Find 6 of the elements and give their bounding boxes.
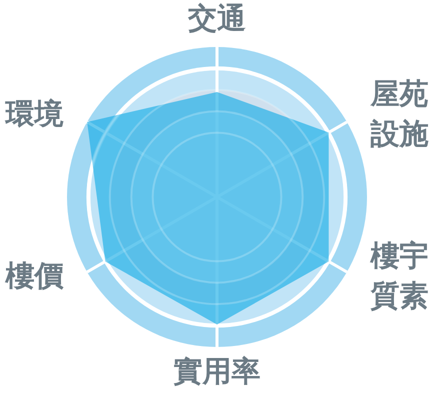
spoke-label: 樓宇質素: [369, 238, 428, 313]
spoke-label: 交通: [187, 1, 246, 36]
spoke-label: 實用率: [174, 354, 260, 388]
spoke-label: 樓價: [4, 258, 65, 293]
spoke-label: 環境: [4, 96, 64, 131]
spoke-label: 屋苑設施: [369, 76, 428, 151]
